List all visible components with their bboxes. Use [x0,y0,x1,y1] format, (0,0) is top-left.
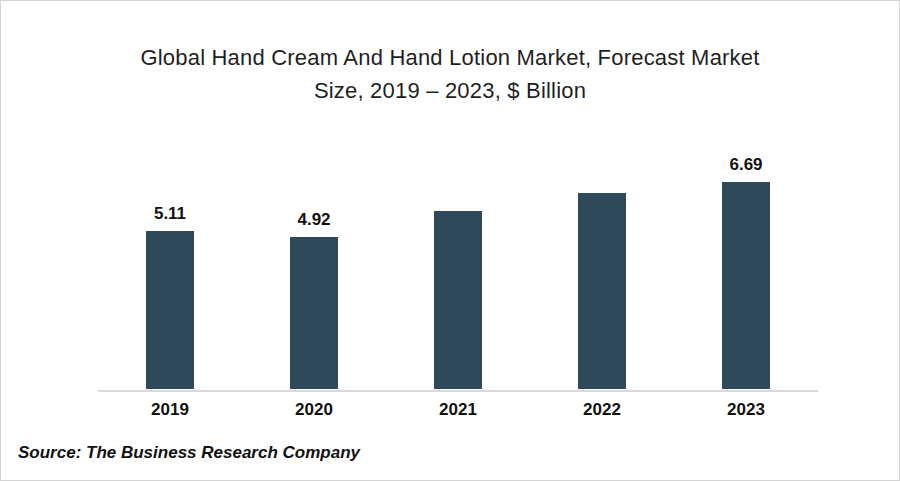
bar-value-label-2023: 6.69 [729,155,762,175]
chart-canvas: Global Hand Cream And Hand Lotion Market… [0,0,900,481]
bar-slot-2023: 6.69 [674,119,818,389]
x-axis-tick-label-2020: 2020 [242,400,386,420]
bar-slot-2021 [386,119,530,389]
source-note: Source: The Business Research Company [18,443,360,463]
bar-2022 [578,193,626,389]
bar-2021 [434,211,482,389]
x-axis-line [98,390,818,392]
chart-title-line-1: Global Hand Cream And Hand Lotion Market… [61,41,839,74]
bar-value-label-2019: 5.11 [154,204,186,224]
x-axis-tick-label-2022: 2022 [530,400,674,420]
bar-slot-2020: 4.92 [242,119,386,389]
bar-2019 [146,231,194,389]
bar-2023 [722,182,770,389]
plot-area: 5.11 4.92 6.69 [98,119,818,389]
x-axis-tick-label-2023: 2023 [674,400,818,420]
bar-2020 [290,237,338,389]
x-axis-tick-label-2019: 2019 [98,400,242,420]
chart-title: Global Hand Cream And Hand Lotion Market… [61,41,839,107]
x-axis-tick-label-2021: 2021 [386,400,530,420]
chart-title-line-2: Size, 2019 – 2023, $ Billion [61,74,839,107]
x-axis-labels: 20192020202120222023 [98,400,818,420]
bar-slot-2022 [530,119,674,389]
bar-value-label-2020: 4.92 [297,210,330,230]
bar-slot-2019: 5.11 [98,119,242,389]
